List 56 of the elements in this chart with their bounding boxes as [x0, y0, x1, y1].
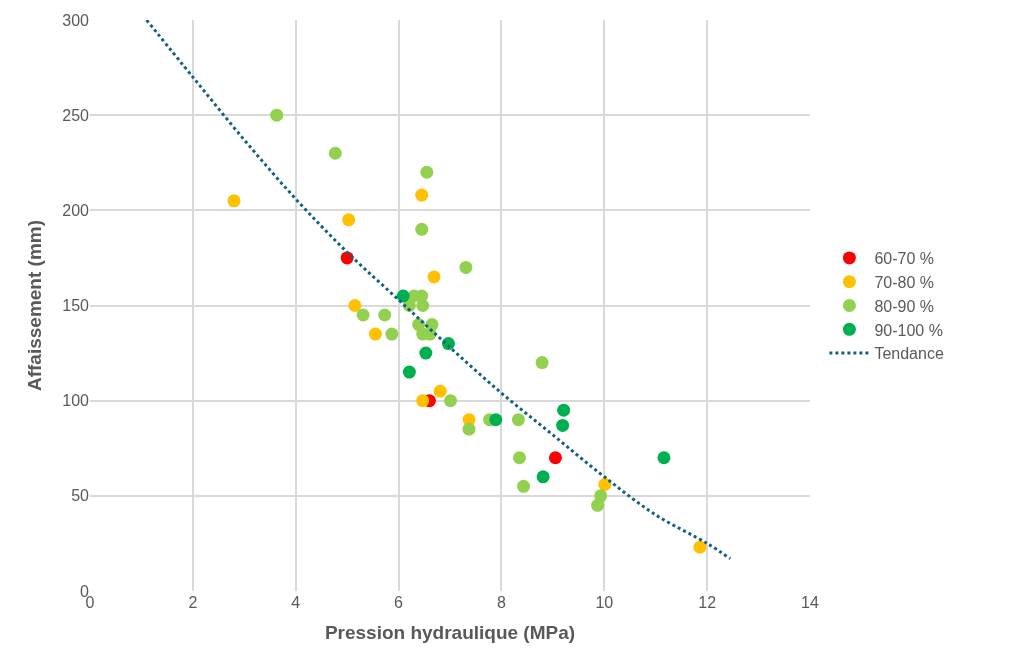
point — [536, 470, 550, 484]
point — [348, 299, 362, 312]
point — [517, 479, 531, 493]
point — [535, 356, 549, 370]
point — [657, 451, 671, 465]
y-tick-label: 250 — [62, 106, 90, 124]
x-tick-label: 14 — [801, 594, 819, 611]
point — [419, 346, 433, 360]
point — [459, 260, 473, 274]
point — [415, 222, 429, 236]
y-axis-title: Affaissement (mm) — [24, 219, 46, 392]
point — [378, 308, 392, 322]
point — [416, 394, 430, 408]
point — [416, 299, 430, 312]
point — [693, 540, 707, 554]
point — [396, 289, 410, 303]
point — [402, 365, 416, 379]
legend-label: 80-90 % — [874, 297, 934, 315]
point — [368, 327, 382, 341]
y-tick-label: 50 — [71, 487, 90, 505]
line-series — [145, 20, 732, 561]
legend-label: 90-100 % — [874, 321, 943, 339]
y-tick-label: 100 — [62, 392, 90, 410]
point — [270, 108, 284, 122]
point — [556, 418, 570, 432]
point — [511, 413, 525, 427]
point — [415, 188, 429, 202]
legend-label: 60-70 % — [874, 250, 934, 268]
point — [548, 451, 562, 465]
point — [342, 213, 356, 227]
x-tick-label: 10 — [595, 594, 614, 611]
point — [420, 165, 434, 179]
x-tick-label: 2 — [188, 594, 198, 611]
point — [598, 477, 612, 491]
point — [512, 451, 526, 465]
legend-label: Tendance — [874, 345, 944, 363]
y-tick-label: 150 — [62, 297, 90, 315]
point — [462, 422, 476, 436]
point — [591, 498, 605, 512]
x-tick-label: 4 — [291, 594, 301, 611]
x-tick-label: 8 — [496, 594, 506, 611]
point — [489, 413, 503, 427]
x-tick-label: 6 — [394, 594, 404, 611]
point — [385, 327, 399, 341]
legend-label: 70-80 % — [874, 273, 934, 291]
point — [328, 146, 342, 160]
x-tick-label: 12 — [698, 594, 717, 611]
y-tick-label: 300 — [62, 11, 90, 29]
point — [444, 394, 458, 408]
point — [557, 403, 571, 417]
x-axis-title: Pression hydraulique (MPa) — [324, 621, 576, 643]
point — [227, 194, 241, 208]
point — [427, 270, 441, 284]
point — [433, 384, 447, 398]
y-tick-label: 200 — [62, 201, 90, 219]
point — [356, 308, 370, 322]
